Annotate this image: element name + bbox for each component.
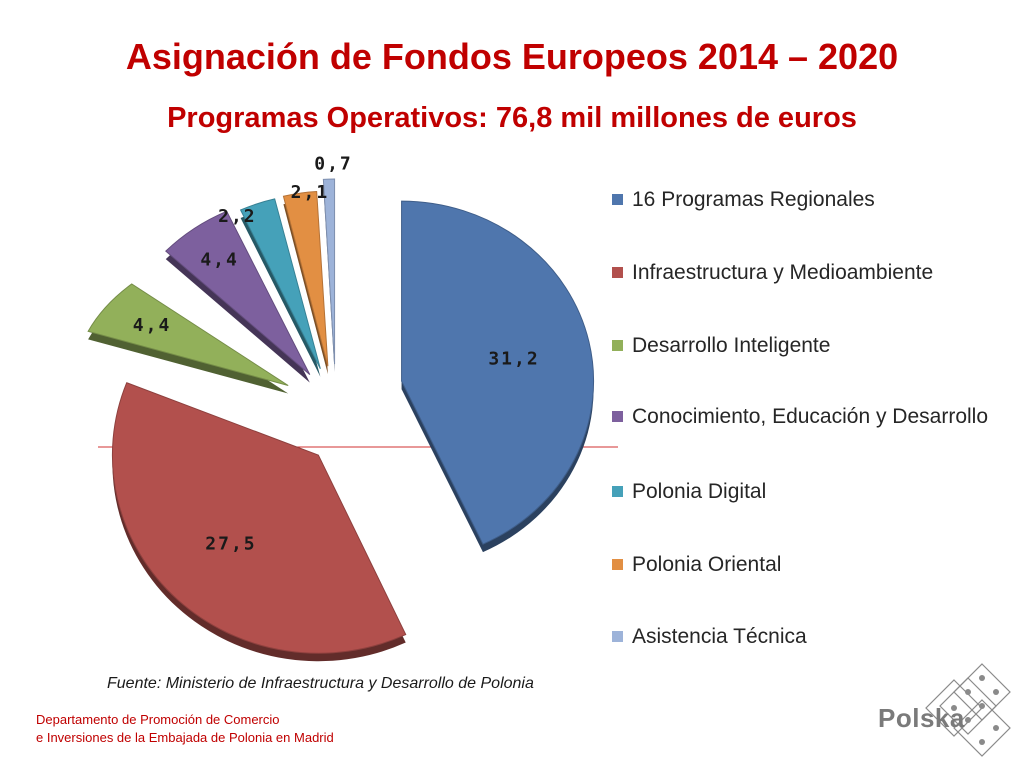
footer-department: Departamento de Promoción de Comercio e …	[36, 711, 334, 747]
legend-item-polonia-digital: Polonia Digital	[610, 476, 1000, 507]
legend-label: Infraestructura y Medioambiente	[632, 261, 934, 284]
polska-lace-logo-icon	[925, 663, 1011, 757]
legend-item-16-programas-regionales: 16 Programas Regionales	[610, 184, 1000, 215]
data-label-infraestructura-y-medioambiente: 27,5	[205, 534, 256, 555]
legend-label: Polonia Digital	[632, 480, 767, 503]
legend-swatch	[612, 411, 623, 422]
footer-line-1: Departamento de Promoción de Comercio	[36, 712, 280, 727]
legend-label: Asistencia Técnica	[632, 625, 807, 648]
pie-slice-conocimiento-educacion-y-desarrollo	[165, 210, 311, 376]
legend-item-asistencia-tecnica: Asistencia Técnica	[610, 621, 1000, 652]
legend-label: Desarrollo Inteligente	[632, 334, 831, 357]
data-label-16-programas-regionales: 31,2	[488, 349, 539, 370]
legend-swatch	[612, 486, 623, 497]
data-label-polonia-oriental: 2,1	[291, 182, 330, 203]
pie-slice-asistencia-tecnica	[322, 178, 336, 365]
chart-title: Asignación de Fondos Europeos 2014 – 202…	[125, 36, 899, 77]
legend-label: 16 Programas Regionales	[632, 188, 875, 211]
legend-item-desarrollo-inteligente: Desarrollo Inteligente	[610, 330, 1000, 361]
pie-slice-infraestructura-y-medioambiente	[111, 382, 407, 654]
pie-slice-polonia-digital	[239, 198, 321, 370]
legend-swatch	[612, 267, 623, 278]
pie-slice-desarrollo-inteligente	[87, 283, 289, 386]
legend-label: Polonia Oriental	[632, 553, 782, 576]
legend-item-infraestructura-y-medioambiente: Infraestructura y Medioambiente	[610, 257, 1000, 288]
legend-swatch	[612, 559, 623, 570]
source-note: Fuente: Ministerio de Infraestructura y …	[107, 675, 534, 692]
data-label-asistencia-tecnica: 0,7	[314, 153, 353, 174]
data-label-polonia-digital: 2,2	[218, 206, 257, 227]
pie-slice-16-programas-regionales	[401, 200, 595, 545]
footer-line-2: e Inversiones de la Embajada de Polonia …	[36, 730, 334, 745]
legend-item-conocimiento-educacion-y-desarrollo: Conocimiento, Educación y Desarrollo	[610, 401, 1000, 432]
data-label-conocimiento-educacion-y-desarrollo: 4,4	[200, 250, 239, 271]
polska-logo-text: Polska	[878, 703, 965, 733]
chart-subtitle: Programas Operativos: 76,8 mil millones …	[167, 102, 857, 134]
legend-swatch	[612, 340, 623, 351]
legend-swatch	[612, 631, 623, 642]
pie-slice-polonia-oriental	[282, 190, 329, 367]
legend-item-polonia-oriental: Polonia Oriental	[610, 549, 1000, 580]
legend-label: Conocimiento, Educación y Desarrollo	[632, 405, 989, 428]
data-label-desarrollo-inteligente: 4,4	[133, 315, 172, 336]
legend-swatch	[612, 194, 623, 205]
